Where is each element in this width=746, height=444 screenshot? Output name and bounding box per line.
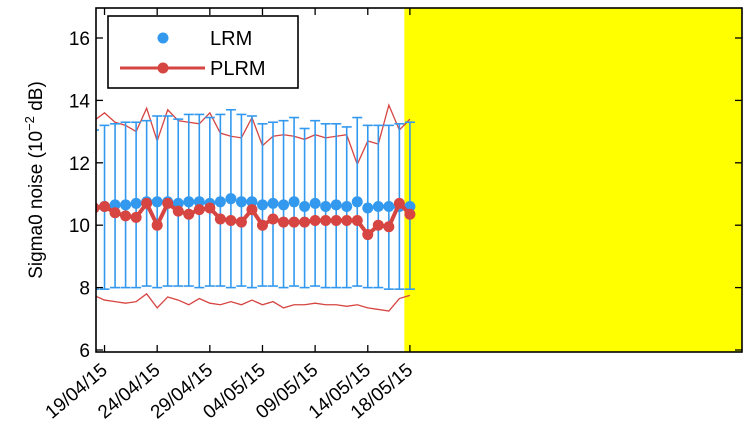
- plrm-point: [120, 210, 132, 222]
- lrm-point: [130, 197, 142, 209]
- lrm-point: [172, 197, 184, 209]
- lrm-point: [383, 200, 395, 212]
- plrm-point: [330, 215, 342, 227]
- plrm-point: [183, 208, 195, 220]
- legend-lrm-label: LRM: [210, 28, 252, 50]
- plrm-point: [130, 211, 142, 223]
- plrm-point: [299, 216, 311, 228]
- legend-plrm-label: PLRM: [210, 58, 266, 80]
- plrm-point: [278, 216, 290, 228]
- plrm-point: [141, 197, 153, 209]
- lrm-point: [109, 199, 121, 211]
- plrm-point: [341, 215, 353, 227]
- lrm-point: [225, 193, 237, 205]
- lrm-point: [151, 196, 163, 208]
- plrm-point: [99, 200, 111, 212]
- plrm-point: [383, 221, 395, 233]
- lrm-point: [214, 196, 226, 208]
- plrm-point: [162, 197, 174, 209]
- plrm-point: [393, 197, 405, 209]
- lrm-point: [351, 196, 363, 208]
- y-axis-title-unit: dB): [26, 81, 47, 116]
- y-axis-title-exponent: −2: [22, 116, 37, 131]
- lrm-point: [372, 200, 384, 212]
- lrm-point: [299, 200, 311, 212]
- lrm-point: [267, 197, 279, 209]
- lrm-point: [362, 202, 374, 214]
- plrm-point: [96, 202, 100, 214]
- plrm-point: [246, 204, 258, 216]
- lrm-point: [330, 199, 342, 211]
- lrm-point: [246, 196, 258, 208]
- y-tick-label: 10: [69, 216, 90, 237]
- lrm-point: [235, 196, 247, 208]
- plrm-point: [288, 216, 300, 228]
- plrm-point: [267, 213, 279, 225]
- legend: LRM PLRM: [107, 15, 299, 89]
- y-tick-label: 12: [69, 154, 90, 175]
- lrm-point: [320, 200, 332, 212]
- plrm-envelope-lower: [96, 292, 411, 312]
- lrm-point: [120, 199, 132, 211]
- legend-plrm-marker: [157, 62, 169, 74]
- plrm-point: [151, 219, 163, 231]
- y-axis-title-main: Sigma0 noise (10: [26, 131, 47, 279]
- legend-lrm-marker: [157, 32, 169, 44]
- y-tick-label: 8: [79, 279, 90, 300]
- lrm-point: [341, 200, 353, 212]
- plrm-point: [204, 202, 216, 214]
- plrm-point: [214, 213, 226, 225]
- y-tick-label: 14: [69, 91, 91, 112]
- plrm-point: [351, 215, 363, 227]
- plrm-point: [320, 215, 332, 227]
- lrm-point: [193, 196, 205, 208]
- plrm-point: [404, 208, 416, 220]
- y-axis-title: Sigma0 noise (10−2 dB): [22, 81, 47, 279]
- plrm-point: [235, 216, 247, 228]
- lrm-point: [183, 196, 195, 208]
- lrm-point: [309, 197, 321, 209]
- lrm-point: [288, 196, 300, 208]
- plrm-point: [362, 229, 374, 241]
- data-layer: [96, 103, 416, 312]
- plrm-point: [193, 204, 205, 216]
- highlight-layer: [404, 8, 742, 352]
- plrm-point: [309, 215, 321, 227]
- plot-frame: [95, 7, 743, 353]
- lrm-point: [256, 199, 268, 211]
- y-tick-label: 6: [79, 341, 90, 362]
- plrm-point: [256, 219, 268, 231]
- plrm-point: [372, 219, 384, 231]
- plrm-point: [172, 205, 184, 217]
- plrm-point: [225, 215, 237, 227]
- legend-box: [107, 15, 299, 89]
- y-tick-label: 16: [69, 29, 90, 50]
- lrm-point: [278, 199, 290, 211]
- highlight-band: [404, 8, 742, 352]
- lrm-errorbar: [96, 129, 99, 290]
- plrm-point: [109, 207, 121, 219]
